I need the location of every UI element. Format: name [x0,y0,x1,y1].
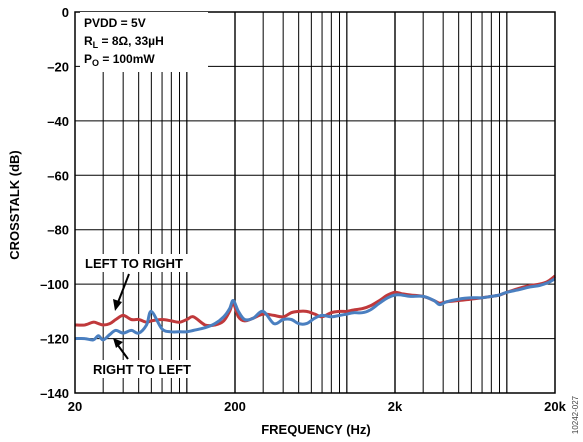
y-tick-label: –20 [47,59,69,74]
series-line-1 [74,274,556,328]
condition-power-rest: = 100mW [99,52,155,66]
condition-pvdd: PVDD = 5V [84,16,146,30]
x-tick-label: 2k [388,399,403,414]
y-tick-label: 0 [62,5,69,20]
conditions-background [80,12,208,72]
y-tick-label: –40 [47,114,69,129]
annotation-right-to-left-arrow [116,343,129,360]
annotation-left-to-right-label: LEFT TO RIGHT [85,256,183,271]
plot-frame [74,11,556,394]
condition-load-rest: = 8Ω, 33µH [98,34,164,48]
y-tick-label: –140 [40,386,69,401]
annotation-left-to-right-arrowhead [113,299,122,311]
annotation-right-to-left-bg [90,360,216,378]
y-tick-label: –100 [40,277,69,292]
series-line-2 [74,277,556,342]
condition-load-main: R [84,34,93,48]
grid [75,11,555,394]
x-tick-label: 200 [224,399,246,414]
y-axis-title: CROSSTALK (dB) [7,150,22,260]
y-tick-label: –120 [40,332,69,347]
y-tick-label: –60 [47,168,69,183]
condition-load: RL = 8Ω, 33µH [84,34,164,50]
y-tick-label: –80 [47,223,69,238]
annotation-right-to-left: RIGHT TO LEFT [90,338,216,378]
condition-power-sub: O [92,58,99,68]
annotation-right-to-left-arrowhead [113,338,123,348]
figure-id: 10242-027 [571,395,580,434]
annotation-left-to-right-bg [82,254,208,272]
plot-border [74,11,556,394]
condition-power: PO = 100mW [84,52,155,68]
series-layer [74,274,556,342]
condition-load-sub: L [93,40,99,50]
annotation-left-to-right: LEFT TO RIGHT [82,254,208,311]
x-axis-title: FREQUENCY (Hz) [261,422,371,437]
x-tick-label: 20k [544,399,566,414]
x-tick-label: 20 [68,399,82,414]
annotation-left-to-right-arrow [116,273,130,306]
conditions-box: PVDD = 5V RL = 8Ω, 33µH PO = 100mW [80,12,208,72]
condition-power-main: P [84,52,92,66]
annotation-right-to-left-label: RIGHT TO LEFT [93,362,191,377]
